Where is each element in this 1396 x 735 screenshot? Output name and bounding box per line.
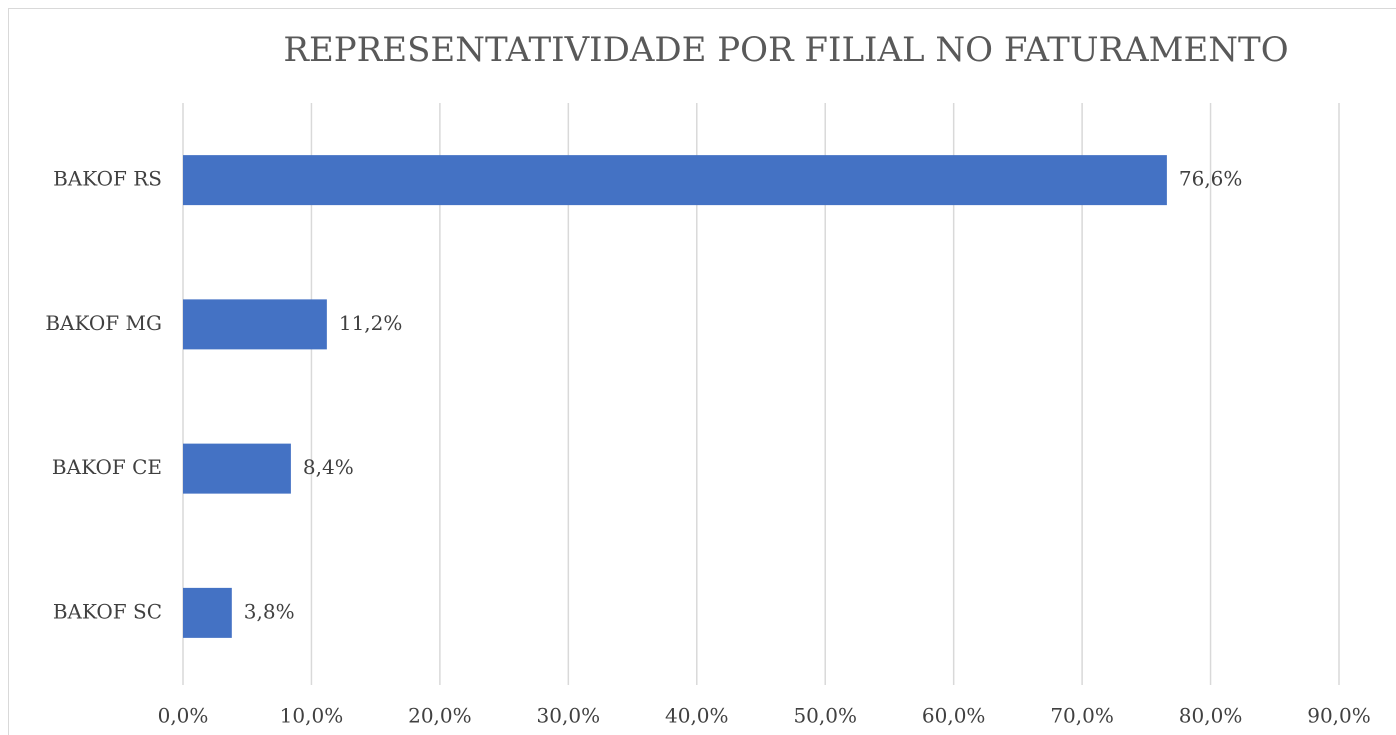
x-tick-label: 30,0% <box>537 704 601 728</box>
data-label: 8,4% <box>303 455 354 479</box>
x-tick-label: 90,0% <box>1307 704 1371 728</box>
y-tick-label: BAKOF CE <box>52 455 162 479</box>
x-tick-label: 10,0% <box>280 704 344 728</box>
chart-title: REPRESENTATIVIDADE POR FILIAL NO FATURAM… <box>283 30 1288 70</box>
bar <box>183 443 291 494</box>
bar <box>183 587 232 638</box>
y-tick-label: BAKOF RS <box>53 167 162 191</box>
y-tick-label: BAKOF MG <box>45 311 162 335</box>
x-tick-label: 70,0% <box>1050 704 1114 728</box>
x-tick-label: 0,0% <box>158 704 209 728</box>
x-tick-label: 50,0% <box>793 704 857 728</box>
data-label: 76,6% <box>1179 167 1243 191</box>
x-tick-label: 40,0% <box>665 704 729 728</box>
x-tick-label: 80,0% <box>1179 704 1243 728</box>
data-label: 3,8% <box>244 599 295 623</box>
chart-border <box>8 8 1396 735</box>
bar <box>183 299 327 350</box>
y-tick-label: BAKOF SC <box>53 599 162 623</box>
x-tick-label: 20,0% <box>408 704 472 728</box>
data-label: 11,2% <box>339 311 403 335</box>
bar <box>183 155 1167 206</box>
x-tick-label: 60,0% <box>922 704 986 728</box>
